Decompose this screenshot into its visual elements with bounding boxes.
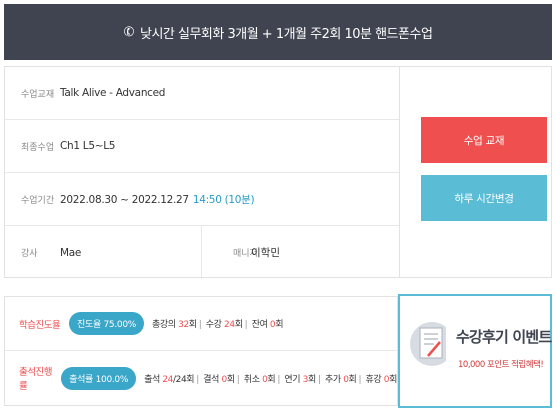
period-time: 14:50 (10분) xyxy=(192,193,255,206)
period-value: 2022.08.30 ~ 2022.12.27 14:50 (10분) xyxy=(60,192,255,207)
period-row: 수업기간 2022.08.30 ~ 2022.12.27 14:50 (10분) xyxy=(5,173,399,226)
review-event-banner[interactable]: 수강후기 이벤트 10,000 포인트 적립혜택! xyxy=(398,294,552,408)
attendance-row: 출석진행률 출석률 100.0% 출석 24/24회 | 결석 0회 | 취소 0회… xyxy=(5,351,397,405)
absent-label: 결석 xyxy=(203,374,220,385)
phone-icon: ✆ xyxy=(121,23,137,41)
study-progress-row: 학습진도율 진도율 75.00% 총강의 32회 | 수강 24회 | 잔여 0회 xyxy=(5,297,397,351)
teacher-value: Mae xyxy=(60,246,82,259)
event-subtitle: 10,000 포인트 적립혜택! xyxy=(458,360,544,370)
absent-unit: 회 xyxy=(226,374,235,385)
study-progress-pill: 진도율 75.00% xyxy=(69,312,145,335)
done-lessons-unit: 회 xyxy=(234,320,243,330)
textbook-button[interactable]: 수업 교재 xyxy=(421,117,547,163)
attendance-pill: 출석률 100.0% xyxy=(61,366,137,390)
remaining-lessons-value: 0 xyxy=(269,320,276,330)
add-unit: 회 xyxy=(348,374,357,385)
course-info-panel: 수업교재 Talk Alive - Advanced 최종수업 Ch1 L5~L… xyxy=(4,66,552,279)
add-label: 추가 xyxy=(324,374,341,385)
review-document-icon xyxy=(410,322,446,366)
done-lessons-label: 수강 xyxy=(205,320,222,330)
total-lessons-unit: 회 xyxy=(188,320,197,330)
attend-total: /24회 xyxy=(173,374,195,385)
course-title-bar: ✆ 낮시간 실무회화 3개월 + 1개월 주2회 10분 핸드폰수업 xyxy=(4,4,552,60)
teacher-manager-divider xyxy=(201,226,202,279)
attend-value: 24 xyxy=(162,374,174,385)
teacher-row: 강사 Mae 매니저 이학민 xyxy=(5,226,399,279)
absent-value: 0 xyxy=(221,374,228,385)
study-progress-label: 학습진도율 xyxy=(19,319,61,331)
textbook-row: 수업교재 Talk Alive - Advanced xyxy=(5,67,399,120)
final-lesson-value: Ch1 L5~L5 xyxy=(60,140,116,152)
schedule-change-button[interactable]: 하루 시간변경 xyxy=(421,175,547,221)
event-title: 수강후기 이벤트 xyxy=(456,328,552,346)
total-lessons-value: 32 xyxy=(178,320,189,330)
textbook-value: Talk Alive - Advanced xyxy=(60,87,166,99)
delay-value: 3 xyxy=(302,374,309,385)
attendance-stats: 출석 24/24회 | 결석 0회 | 취소 0회 | 연기 3회 | 추가 0회 | 휴… xyxy=(144,374,397,385)
period-dates: 2022.08.30 ~ 2022.12.27 xyxy=(60,193,189,206)
attend-label: 출석 xyxy=(144,374,160,385)
attendance-label: 출석진행률 xyxy=(19,367,52,392)
delay-unit: 회 xyxy=(307,374,316,385)
progress-panel: 학습진도율 진도율 75.00% 총강의 32회 | 수강 24회 | 잔여 0회 … xyxy=(4,296,398,406)
textbook-label: 수업교재 xyxy=(21,89,55,100)
period-label: 수업기간 xyxy=(21,195,55,206)
cancel-label: 취소 xyxy=(243,374,260,385)
break-label: 휴강 xyxy=(365,374,382,385)
delay-label: 연기 xyxy=(284,374,301,385)
done-lessons-value: 24 xyxy=(224,320,235,330)
study-stats: 총강의 32회 | 수강 24회 | 잔여 0회 xyxy=(152,320,284,330)
break-value: 0 xyxy=(383,374,390,385)
remaining-lessons-unit: 회 xyxy=(275,320,284,330)
manager-value: 이학민 xyxy=(251,247,280,259)
cancel-value: 0 xyxy=(262,374,268,385)
course-title: 낮시간 실무회화 3개월 + 1개월 주2회 10분 핸드폰수업 xyxy=(139,26,433,42)
panel-divider xyxy=(399,67,400,277)
final-lesson-row: 최종수업 Ch1 L5~L5 xyxy=(5,120,399,173)
break-unit: 회 xyxy=(389,374,397,385)
cancel-unit: 회 xyxy=(267,374,276,385)
final-lesson-label: 최종수업 xyxy=(21,142,55,153)
remaining-lessons-label: 잔여 xyxy=(251,320,268,330)
manager-label: 매니저 xyxy=(233,249,258,259)
total-lessons-label: 총강의 xyxy=(152,320,176,330)
add-value: 0 xyxy=(343,374,349,385)
teacher-label: 강사 xyxy=(21,249,38,259)
